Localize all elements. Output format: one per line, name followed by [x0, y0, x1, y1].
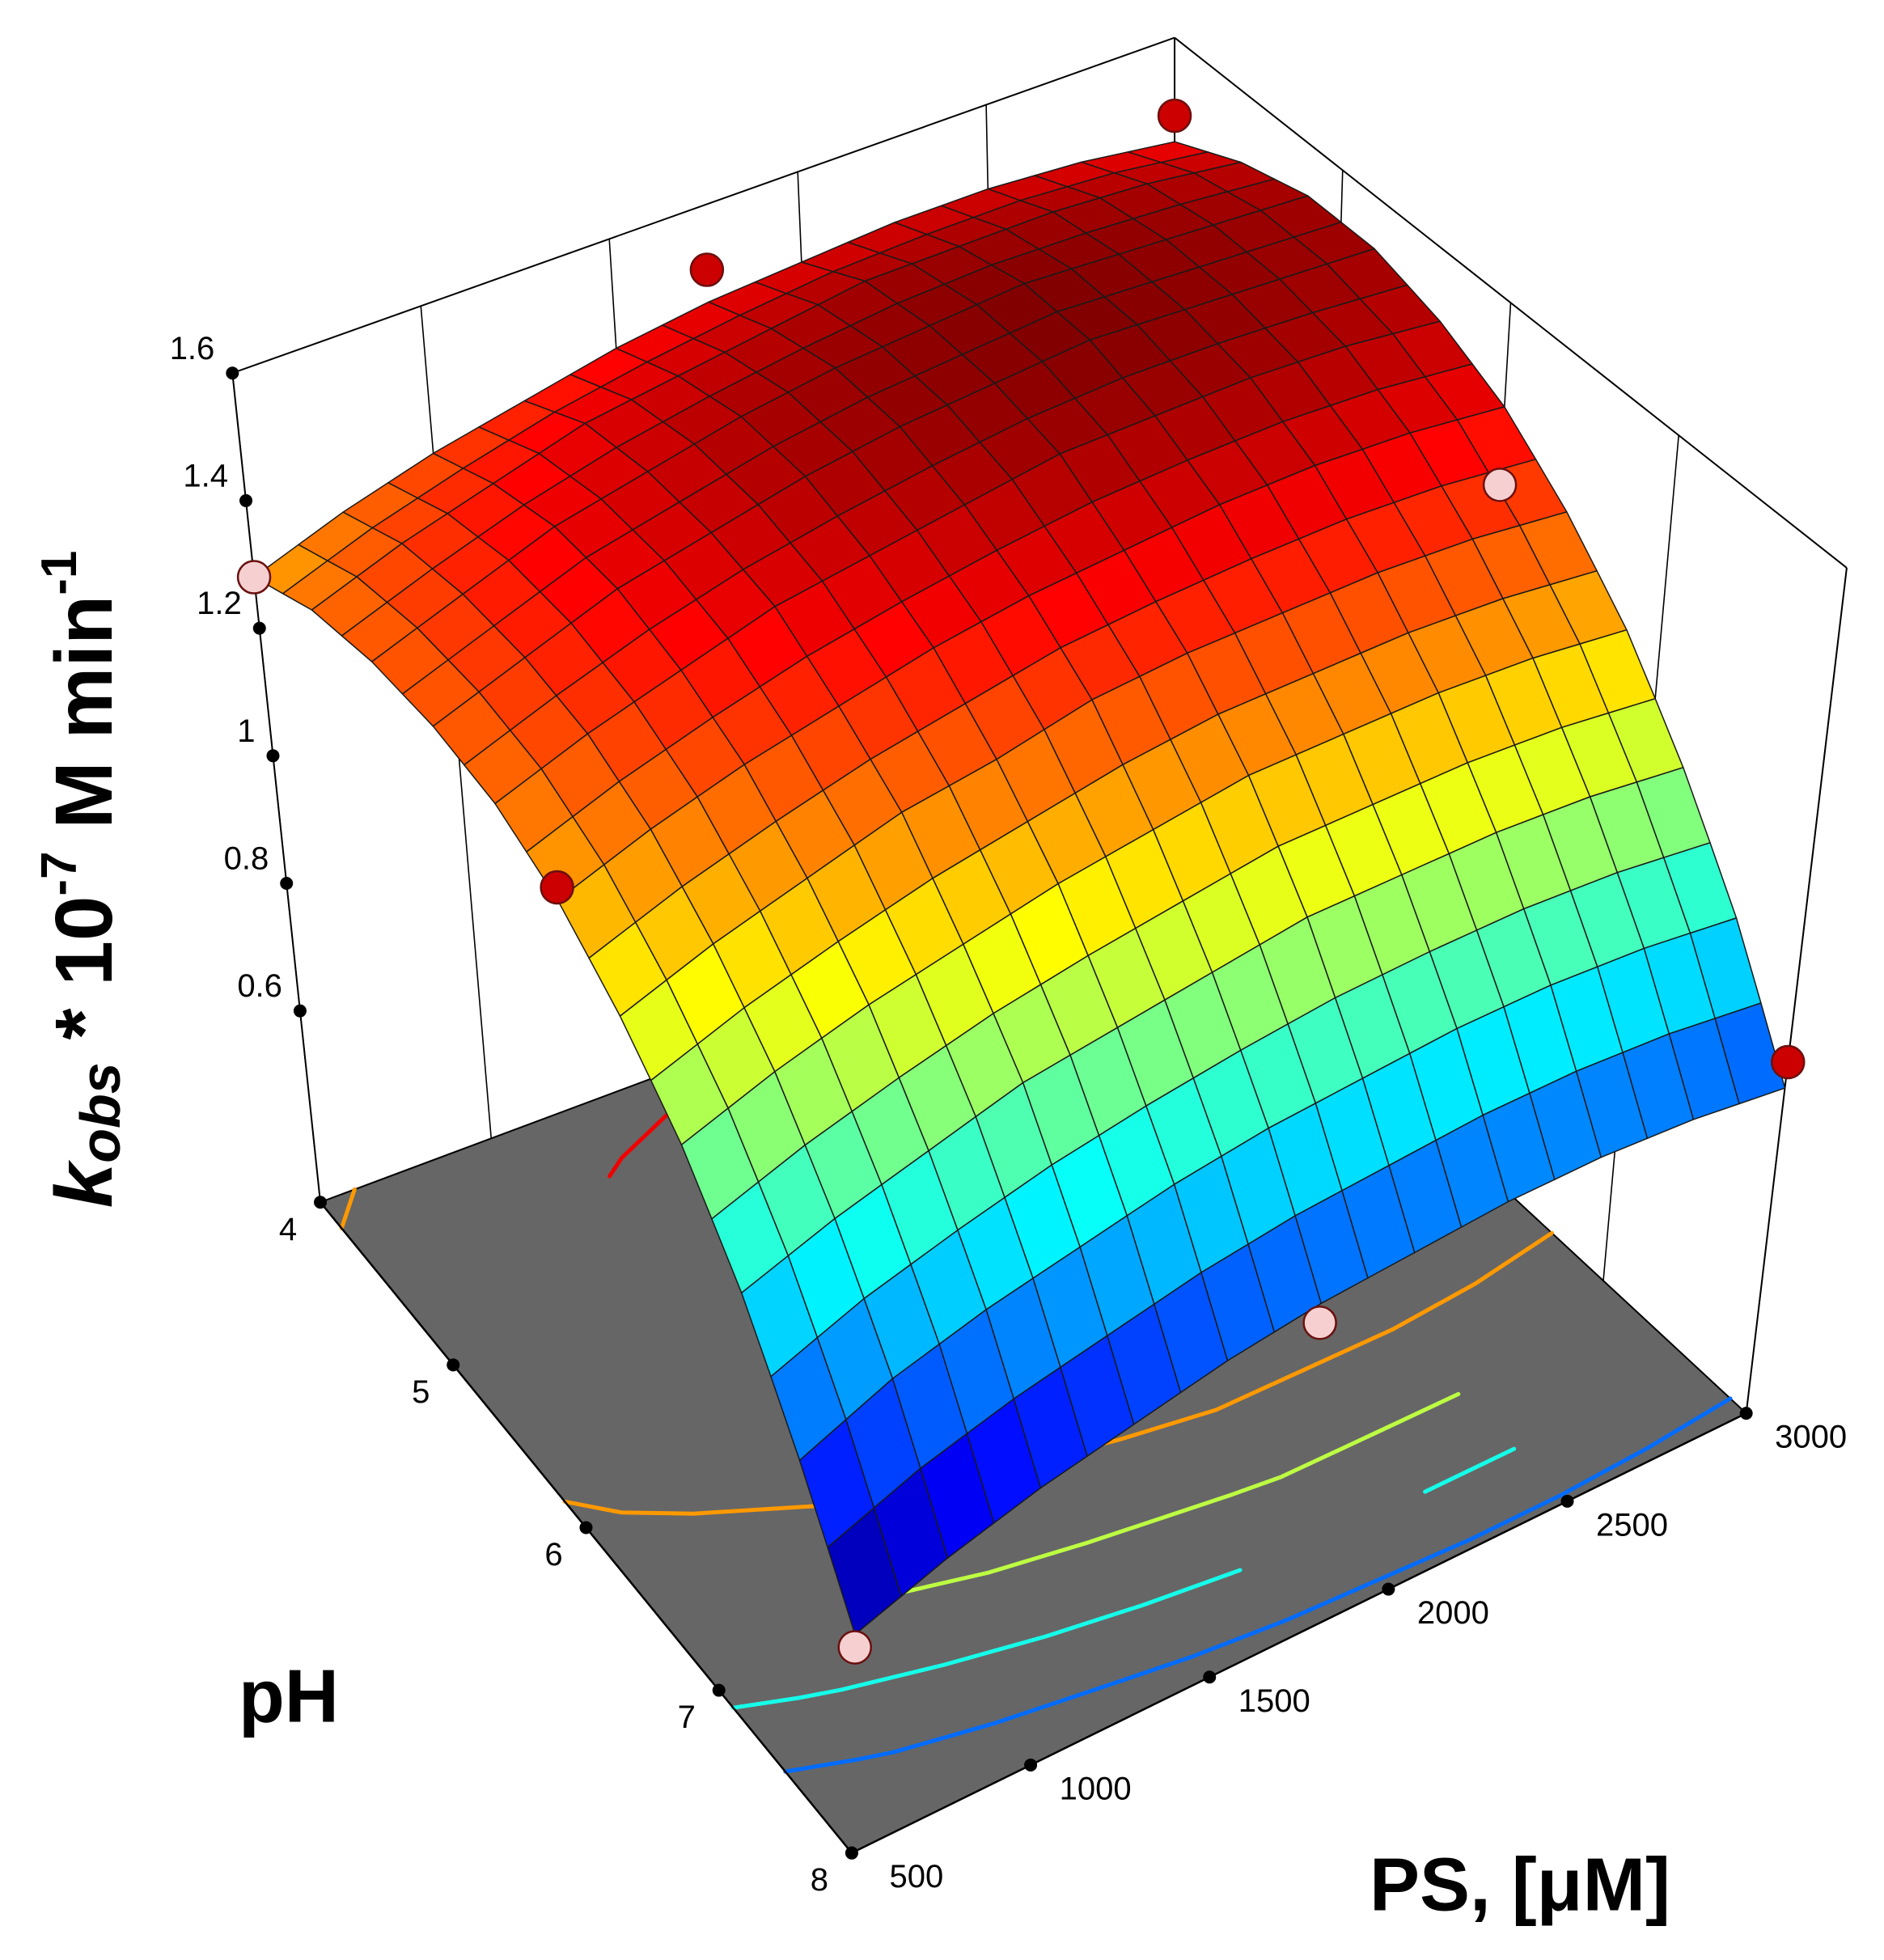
z-tick-label: 1.4 [183, 458, 228, 493]
tick-mark [280, 876, 294, 890]
design-point [837, 1630, 873, 1665]
x-tick-label: 1000 [1060, 1772, 1132, 1807]
tick-mark [1382, 1582, 1395, 1596]
tick-mark [226, 366, 239, 380]
tick-mark [293, 1004, 307, 1018]
z-tick-label: 1.6 [170, 331, 215, 366]
tick-mark [1024, 1758, 1038, 1772]
z-axis-title-part: -7 [32, 851, 87, 895]
z-axis-title-part: -1 [32, 551, 87, 595]
y-axis-title: pH [239, 1654, 339, 1738]
x-axis-title: PS, [μM] [1370, 1843, 1670, 1927]
z-tick-label: 1.2 [197, 586, 242, 621]
tick-mark [712, 1683, 726, 1697]
tick-mark [447, 1358, 460, 1372]
z-tick-label: 0.6 [237, 968, 282, 1004]
design-point [1482, 468, 1518, 502]
z-tick-label: 1 [237, 713, 255, 749]
surface [253, 141, 1786, 1636]
design-point [540, 870, 574, 905]
tick-mark [252, 621, 266, 635]
z-axis-title-part: M min [39, 595, 129, 852]
box-edge [1745, 567, 1848, 1414]
x-tick-label: 3000 [1775, 1420, 1847, 1455]
design-point [1157, 98, 1192, 133]
z-axis-title: kobs * 10-7 M min-1 [32, 551, 132, 1209]
y-tick-label: 6 [544, 1537, 562, 1573]
tick-mark [1739, 1407, 1753, 1420]
z-tick-label: 0.8 [224, 841, 269, 877]
tick-mark [1203, 1670, 1217, 1684]
y-tick-label: 8 [811, 1862, 828, 1898]
design-point [1771, 1044, 1806, 1080]
tick-mark [845, 1846, 858, 1860]
x-tick-label: 2500 [1596, 1507, 1668, 1543]
contour-line [730, 1446, 1517, 1710]
design-point [689, 252, 725, 287]
y-tick-label: 5 [412, 1374, 430, 1410]
axes: 0.6 0.8 1 1.2 1.4 1.6 4 5 6 7 8 500 1000 1500 2000 2500… [170, 331, 1847, 1898]
surface-cell [827, 1507, 902, 1636]
tick-mark [1560, 1494, 1574, 1508]
z-axis-title-part: k [39, 1159, 129, 1208]
tick-mark [239, 493, 253, 507]
z-axis-title-part: * 10 [39, 896, 129, 1063]
box-edge [231, 373, 322, 1203]
box-edge [231, 36, 1175, 375]
box-edge [1174, 36, 1848, 569]
x-tick-label: 500 [890, 1859, 944, 1894]
z-axis-title-part: obs [69, 1062, 132, 1162]
design-point [236, 560, 272, 595]
design-point [1302, 1306, 1337, 1340]
x-tick-label: 2000 [1417, 1595, 1489, 1631]
design-points [236, 98, 1806, 1665]
y-tick-label: 7 [678, 1700, 696, 1735]
contour-line [883, 1391, 1461, 1598]
y-tick-label: 4 [279, 1212, 297, 1247]
tick-mark [266, 749, 280, 763]
tick-mark [314, 1196, 328, 1209]
axis-line [851, 1412, 1747, 1854]
x-tick-label: 1500 [1238, 1683, 1310, 1719]
contour-line [783, 1396, 1733, 1774]
tick-mark [579, 1521, 593, 1535]
